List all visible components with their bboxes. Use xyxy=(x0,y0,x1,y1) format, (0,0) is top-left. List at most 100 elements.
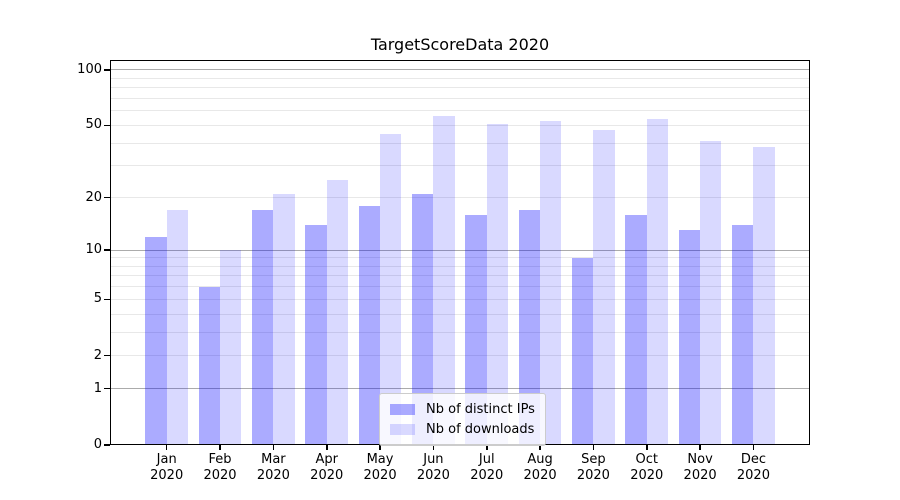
x-tick-label-jan: Jan 2020 xyxy=(135,452,199,484)
y-tick-label-100: 100 xyxy=(77,61,102,77)
gridline-y-20 xyxy=(110,197,810,198)
legend-item-downloads: Nb of downloads xyxy=(390,419,535,439)
y-tick-label-2: 2 xyxy=(93,347,102,363)
bar-nov-distinct-ips xyxy=(678,230,701,445)
x-tick-feb xyxy=(219,445,221,450)
legend-swatch-downloads xyxy=(390,423,415,435)
legend-swatch-distinct-ips xyxy=(390,403,415,415)
x-tick-year: 2020 xyxy=(416,468,450,483)
x-tick-label-sep: Sep 2020 xyxy=(561,452,625,484)
x-tick-month: Sep xyxy=(581,452,606,467)
bar-mar-distinct-ips xyxy=(252,210,274,445)
gridline-y-30 xyxy=(110,165,810,167)
plot-area xyxy=(110,60,810,445)
chart-title: TargetScoreData 2020 xyxy=(370,35,550,54)
x-tick-month: Feb xyxy=(208,452,232,467)
legend-label-distinct-ips: Nb of distinct IPs xyxy=(426,401,535,417)
x-tick-label-mar: Mar 2020 xyxy=(241,452,305,484)
x-tick-sep xyxy=(592,445,595,450)
x-tick-mar xyxy=(272,445,275,450)
gridline-y-8 xyxy=(110,265,810,267)
legend: Nb of distinct IPs Nb of downloads xyxy=(379,393,546,446)
x-tick-month: May xyxy=(366,452,394,467)
x-tick-year: 2020 xyxy=(256,468,290,483)
bar-feb-distinct-ips xyxy=(198,286,221,445)
y-tick-label-10: 10 xyxy=(85,242,102,258)
x-tick-oct xyxy=(645,445,648,450)
bar-sep-distinct-ips xyxy=(572,257,594,445)
x-tick-year: 2020 xyxy=(203,468,237,483)
bar-oct-downloads xyxy=(646,119,669,445)
x-tick-jan xyxy=(165,445,168,450)
gridline-y-50 xyxy=(110,124,810,126)
x-tick-month: Nov xyxy=(687,452,713,467)
y-tick-50 xyxy=(103,124,110,127)
y-tick-100 xyxy=(103,69,110,71)
bar-aug-distinct-ips xyxy=(518,210,541,445)
x-tick-label-dec: Dec 2020 xyxy=(721,452,785,484)
x-tick-year: 2020 xyxy=(363,468,397,483)
x-tick-jul xyxy=(485,445,488,450)
bar-jul-distinct-ips xyxy=(465,214,487,445)
x-tick-year: 2020 xyxy=(523,468,557,483)
bar-mar-downloads xyxy=(273,193,295,445)
x-tick-apr xyxy=(325,445,328,450)
x-tick-year: 2020 xyxy=(310,468,344,483)
bar-dec-distinct-ips xyxy=(732,224,754,445)
gridline-y-70 xyxy=(110,97,810,99)
x-tick-may xyxy=(379,445,381,450)
x-tick-month: Jun xyxy=(423,452,444,467)
bar-may-distinct-ips xyxy=(358,205,381,445)
gridline-y-3 xyxy=(110,331,810,333)
y-tick-5 xyxy=(103,298,110,301)
bar-jan-distinct-ips xyxy=(145,236,167,445)
gridline-y-40 xyxy=(110,142,810,144)
x-tick-jun xyxy=(432,445,435,450)
x-tick-month: Apr xyxy=(315,452,338,467)
y-tick-20 xyxy=(103,196,110,199)
gridline-y-2 xyxy=(110,355,810,357)
bar-jun-distinct-ips xyxy=(412,193,434,445)
x-tick-dec xyxy=(752,445,755,450)
y-tick-label-0: 0 xyxy=(93,437,102,452)
x-tick-nov xyxy=(699,445,701,450)
bar-apr-distinct-ips xyxy=(305,224,327,445)
bar-aug-downloads xyxy=(540,120,562,445)
bar-apr-downloads xyxy=(326,180,349,445)
y-tick-0 xyxy=(103,444,110,446)
y-tick-label-5: 5 xyxy=(93,291,102,307)
y-tick-10 xyxy=(103,249,110,251)
x-tick-year: 2020 xyxy=(736,468,770,483)
legend-item-distinct-ips: Nb of distinct IPs xyxy=(390,399,535,419)
bar-dec-downloads xyxy=(753,147,775,445)
bar-feb-downloads xyxy=(220,250,242,445)
bar-jul-downloads xyxy=(486,123,509,445)
x-tick-month: Oct xyxy=(635,452,658,467)
x-tick-month: Aug xyxy=(527,452,553,467)
gridline-y-9 xyxy=(110,257,810,259)
x-tick-aug xyxy=(539,445,541,450)
y-tick-2 xyxy=(103,354,110,357)
x-tick-label-nov: Nov 2020 xyxy=(668,452,732,484)
gridline-y-6 xyxy=(110,286,810,288)
x-tick-year: 2020 xyxy=(470,468,504,483)
gridline-y-7 xyxy=(110,275,810,277)
y-tick-label-20: 20 xyxy=(85,189,102,205)
x-tick-month: Jul xyxy=(478,452,495,467)
x-tick-year: 2020 xyxy=(150,468,184,483)
x-tick-year: 2020 xyxy=(576,468,610,483)
bar-jun-downloads xyxy=(433,116,455,445)
gridline-y-60 xyxy=(110,110,810,112)
gridline-y-10 xyxy=(110,249,810,251)
y-tick-label-50: 50 xyxy=(85,117,102,133)
gridline-y-80 xyxy=(110,87,810,89)
x-tick-label-jun: Jun 2020 xyxy=(401,452,465,484)
gridline-y-90 xyxy=(110,77,810,79)
x-tick-year: 2020 xyxy=(683,468,717,483)
legend-label-downloads: Nb of downloads xyxy=(426,421,535,437)
y-tick-label-1: 1 xyxy=(93,380,102,396)
x-tick-month: Mar xyxy=(261,452,286,467)
x-tick-month: Jan xyxy=(156,452,177,467)
bar-may-downloads xyxy=(380,133,402,445)
